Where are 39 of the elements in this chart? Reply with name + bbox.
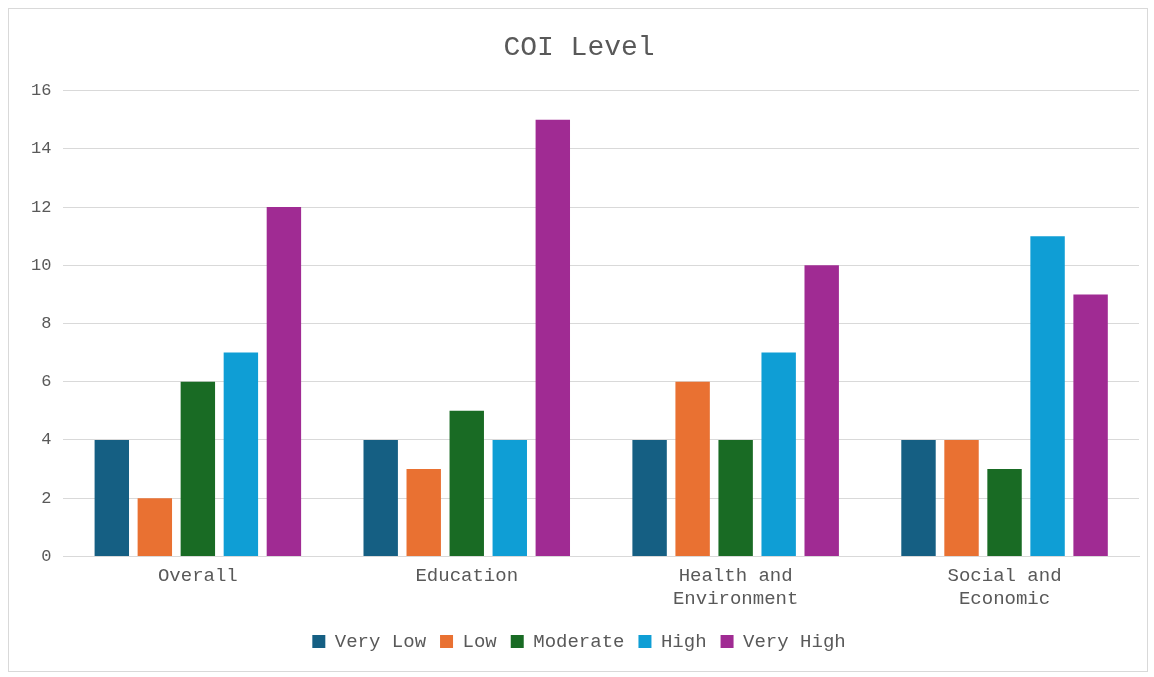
bar (718, 439, 753, 556)
bar (535, 119, 571, 556)
bar (987, 469, 1022, 556)
legend-label: Moderate (533, 630, 625, 653)
chart-title: COI Level (503, 32, 655, 64)
bar (449, 410, 484, 556)
y-tick-label: 6 (41, 372, 52, 392)
x-tick-label: Health and Environment (672, 564, 799, 610)
bar (804, 265, 839, 556)
y-tick-label: 2 (41, 488, 52, 508)
legend-label: Very Low (334, 630, 427, 653)
y-tick-label: 8 (41, 314, 52, 333)
bar (180, 381, 216, 556)
y-tick-label: 12 (31, 197, 52, 217)
x-tick-label: Overall (157, 564, 238, 587)
bar (944, 439, 979, 556)
bar (266, 207, 302, 556)
x-tick-label: Social and Economic (947, 564, 1062, 610)
y-tick-label: 0 (41, 546, 52, 566)
y-tick-label: 10 (31, 255, 52, 275)
y-tick-label: 14 (31, 139, 52, 159)
y-tick-label: 16 (31, 81, 52, 101)
legend-label: High (660, 630, 707, 653)
bar (223, 352, 259, 556)
bar (1073, 294, 1108, 556)
bar (901, 439, 936, 556)
y-tick-label: 4 (41, 430, 52, 450)
bar (94, 439, 130, 556)
bar (761, 352, 796, 556)
bar (492, 439, 527, 556)
legend-label: Very High (743, 630, 846, 653)
bar (1030, 236, 1065, 556)
bar (363, 439, 398, 556)
x-tick-label: Education (415, 564, 519, 587)
bar (675, 381, 710, 556)
legend-label: Low (462, 630, 498, 653)
bar (137, 498, 173, 556)
bar (406, 469, 441, 556)
bar (632, 439, 667, 556)
